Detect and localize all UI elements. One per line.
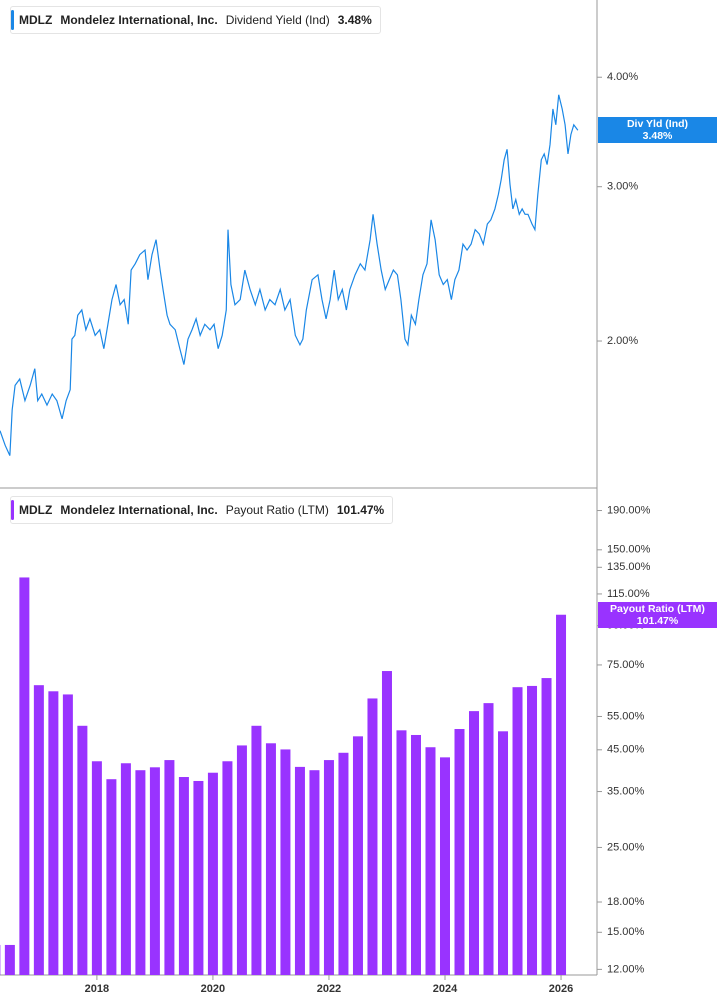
- bar: [410, 734, 421, 975]
- plot-area: [0, 577, 567, 975]
- legend-header: MDLZ Mondelez International, Inc. Payout R…: [10, 496, 394, 524]
- y-tick-label: 75.00%: [607, 659, 645, 671]
- bar: [294, 766, 305, 975]
- bar: [498, 731, 509, 975]
- price-badge: Payout Ratio (LTM) 101.47%: [598, 601, 717, 628]
- y-tick-label: 35.00%: [607, 785, 645, 797]
- current-value: 101.47%: [336, 503, 385, 517]
- y-tick-label: 4.00%: [607, 71, 638, 83]
- badge-value: 3.48%: [642, 130, 673, 143]
- bar: [556, 614, 567, 975]
- bar: [512, 687, 523, 975]
- bar: [309, 770, 320, 975]
- bar: [164, 760, 175, 975]
- bar: [541, 678, 552, 975]
- bar: [454, 729, 465, 975]
- bar: [338, 752, 349, 975]
- y-tick-label: 15.00%: [607, 926, 645, 938]
- x-tick-label: 2024: [433, 983, 458, 995]
- price-badge: Div Yld (Ind) 3.48%: [598, 117, 717, 144]
- x-tick-label: 2020: [201, 983, 225, 995]
- badge-value: 101.47%: [636, 614, 679, 627]
- yield-line: [0, 94, 579, 456]
- bar: [106, 779, 117, 975]
- y-tick-label: 3.00%: [607, 181, 638, 193]
- bar: [91, 761, 102, 975]
- bar: [483, 703, 494, 975]
- bar: [381, 671, 392, 975]
- ticker: MDLZ: [19, 503, 53, 517]
- bar: [48, 691, 59, 975]
- legend-header: MDLZ Mondelez International, Inc. Dividend…: [10, 6, 381, 34]
- current-value: 3.48%: [337, 13, 372, 27]
- legend-entry: Dividend Yield (Ind): [225, 13, 330, 27]
- bar: [4, 944, 15, 975]
- bar: [251, 725, 262, 975]
- bar: [222, 761, 233, 975]
- legend-entry: Payout Ratio (LTM): [225, 503, 329, 517]
- x-tick-label: 2022: [317, 983, 341, 995]
- legend-swatch: [11, 500, 14, 520]
- bar: [323, 760, 334, 975]
- y-tick-label: 2.00%: [607, 335, 638, 347]
- y-tick-label: 55.00%: [607, 710, 645, 722]
- legend-swatch: [11, 10, 14, 30]
- bar: [120, 763, 131, 975]
- bar: [265, 743, 276, 975]
- ticker: MDLZ: [19, 13, 53, 27]
- y-tick-label: 115.00%: [607, 588, 650, 600]
- plot-area: [0, 94, 579, 456]
- bar: [367, 698, 378, 975]
- company: Mondelez International, Inc.: [60, 503, 218, 517]
- company: Mondelez International, Inc.: [60, 13, 218, 27]
- bar: [469, 711, 480, 975]
- y-tick-label: 190.00%: [607, 504, 651, 516]
- y-tick-label: 45.00%: [607, 744, 645, 756]
- bar: [439, 757, 450, 975]
- bar: [425, 747, 436, 975]
- bar: [207, 772, 218, 975]
- bar: [19, 577, 30, 975]
- badge-label: Payout Ratio (LTM): [610, 602, 705, 615]
- bar: [33, 685, 44, 975]
- bar: [396, 730, 407, 975]
- x-tick-label: 2018: [85, 983, 109, 995]
- bar: [527, 685, 538, 975]
- y-tick-label: 25.00%: [607, 841, 645, 853]
- bar: [77, 725, 88, 975]
- bar: [236, 745, 247, 975]
- bar: [178, 777, 189, 975]
- bar: [352, 736, 363, 975]
- bar: [62, 694, 73, 975]
- bar: [280, 749, 291, 975]
- badge-label: Div Yld (Ind): [626, 118, 689, 131]
- bar: [193, 780, 204, 975]
- x-tick-label: 2026: [549, 983, 573, 995]
- y-tick-label: 18.00%: [607, 896, 645, 908]
- bar: [149, 767, 160, 975]
- bar: [135, 770, 146, 975]
- y-tick-label: 12.00%: [607, 963, 645, 975]
- y-tick-label: 135.00%: [607, 561, 651, 573]
- y-tick-label: 150.00%: [607, 544, 651, 556]
